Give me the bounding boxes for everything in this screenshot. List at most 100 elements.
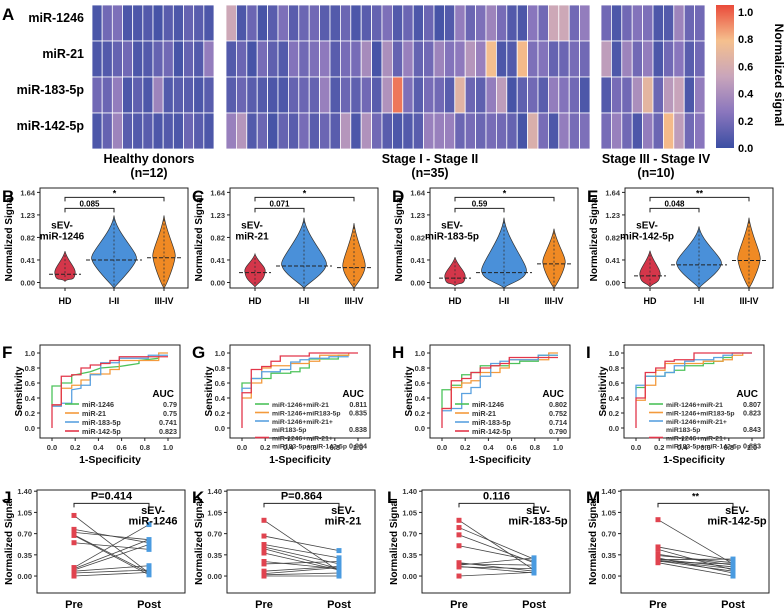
legend-entry: miR-21 <box>472 409 496 418</box>
p-value-label: 0.116 <box>483 490 510 502</box>
x-tick-label: 0.2 <box>654 443 664 452</box>
heatmap-cell <box>132 112 144 150</box>
pre-point <box>71 570 77 576</box>
legend-entry: miR-1246+miR-21+ <box>272 419 333 426</box>
significance-label: * <box>303 188 307 198</box>
heatmap-cell <box>423 40 435 78</box>
heatmap-cell <box>527 40 539 78</box>
y-tick-label: 0.8 <box>609 364 619 373</box>
pair-line <box>458 557 535 566</box>
pre-point <box>456 532 462 538</box>
x-tick-label: 0.8 <box>724 443 734 452</box>
heatmap-cell <box>485 4 497 42</box>
heatmap-cell <box>329 76 341 114</box>
pair-line <box>73 572 150 577</box>
heatmap-cell <box>579 4 591 42</box>
heatmap-cell <box>402 4 414 42</box>
colorbar-tick-label: 0.2 <box>738 116 753 128</box>
y-tick-label: 0.41 <box>20 256 35 265</box>
heatmap-cell <box>235 4 248 42</box>
heatmap-row-label: miR-142-5p <box>17 119 85 133</box>
legend-entry: miR-1246 <box>82 400 114 409</box>
legend-auc: 0.823 <box>743 409 761 418</box>
legend-title: AUC <box>152 389 174 400</box>
significance-label: * <box>113 188 117 198</box>
heatmap-cell <box>308 76 321 114</box>
legend-entry: miR-1246+miR-21 <box>272 402 329 409</box>
heatmap-cell <box>360 76 373 114</box>
pre-point <box>71 573 77 579</box>
y-tick-label: 0.35 <box>17 551 32 560</box>
heatmap-cell <box>506 40 518 78</box>
heatmap-cell <box>475 4 487 42</box>
y-tick-label: 1.40 <box>17 487 32 496</box>
legend-auc: 0.883 <box>743 442 761 451</box>
heatmap-cell <box>600 40 612 78</box>
colorbar-tick-label: 0.0 <box>738 143 753 155</box>
x-tick-label: 0.6 <box>700 443 710 452</box>
plot-frame <box>39 344 181 439</box>
y-tick-label: 1.23 <box>20 211 35 220</box>
legend-entry: miR-1246+miR-21+ <box>666 436 727 443</box>
heatmap-cell <box>132 40 144 78</box>
heatmap-cell <box>235 40 248 78</box>
heatmap-cell <box>568 4 581 42</box>
pre-point <box>71 532 77 538</box>
marker-label: sEV- <box>636 221 658 232</box>
pair-line <box>263 572 340 576</box>
panel-letter-a: A <box>2 5 14 24</box>
heatmap-cell <box>256 112 269 150</box>
heatmap-cell <box>391 40 404 78</box>
marker-label: miR-142-5p <box>620 232 674 243</box>
heatmap-cell <box>548 112 560 150</box>
roc-panel-g: G 0.0 0.2 0.4 0.6 0.8 1.0 0.0 0.2 0.4 0.6 0.8 1.0 1-S… <box>192 343 371 466</box>
heatmap-cell <box>256 40 269 78</box>
post-point <box>146 546 152 552</box>
post-point <box>146 537 152 543</box>
x-tick-label: 0.0 <box>437 443 447 452</box>
plot-frame <box>36 489 186 594</box>
pre-point <box>456 573 462 579</box>
y-tick-label: 0.6 <box>415 379 425 388</box>
y-tick-label: 0.70 <box>207 530 222 539</box>
heatmap-cell <box>506 76 518 114</box>
heatmap-cell <box>433 40 445 78</box>
heatmap-cell <box>172 4 184 42</box>
marker-label: miR-21 <box>235 232 269 243</box>
x-tick-label: 0.6 <box>116 443 126 452</box>
heatmap-cell <box>673 4 685 42</box>
heatmap-cell <box>339 112 352 150</box>
heatmap-cell <box>621 4 633 42</box>
heatmap-row-label: miR-1246 <box>28 11 84 25</box>
pre-point <box>71 540 77 546</box>
y-tick-label: 1.23 <box>605 211 620 220</box>
heatmap-cell <box>443 40 456 78</box>
heatmap-cell <box>203 4 215 42</box>
legend-auc: 0.807 <box>743 400 761 409</box>
post-point <box>336 565 342 571</box>
heatmap-group-n: (n=35) <box>411 166 448 180</box>
post-point <box>730 561 736 567</box>
panel-letter-h: H <box>392 343 404 362</box>
heatmap-cell <box>371 76 383 114</box>
heatmap-cell <box>683 40 696 78</box>
legend-entry: miR-1246+miR183-5p <box>272 411 341 418</box>
y-tick-label: 0.35 <box>402 551 417 560</box>
heatmap-cell <box>152 112 164 150</box>
violin-panel-d: D 0.00 0.41 0.82 1.23 1.64 Normalized Signal HD… <box>392 187 579 306</box>
y-tick-label: 0.70 <box>402 530 417 539</box>
y-tick-label: 1.64 <box>20 188 35 197</box>
heatmap-cell <box>537 40 549 78</box>
colorbar-tick-label: 0.4 <box>738 89 754 101</box>
y-tick-label: 0.8 <box>25 364 35 373</box>
heatmap-cell <box>91 4 103 42</box>
y-tick-label: 0.41 <box>605 256 620 265</box>
heatmap-cell <box>391 4 404 42</box>
y-tick-label: 1.23 <box>210 211 225 220</box>
marker-label: miR-1246 <box>40 232 85 243</box>
heatmap-cell <box>464 4 477 42</box>
heatmap-cell <box>495 4 508 42</box>
heatmap-cell <box>611 112 623 150</box>
